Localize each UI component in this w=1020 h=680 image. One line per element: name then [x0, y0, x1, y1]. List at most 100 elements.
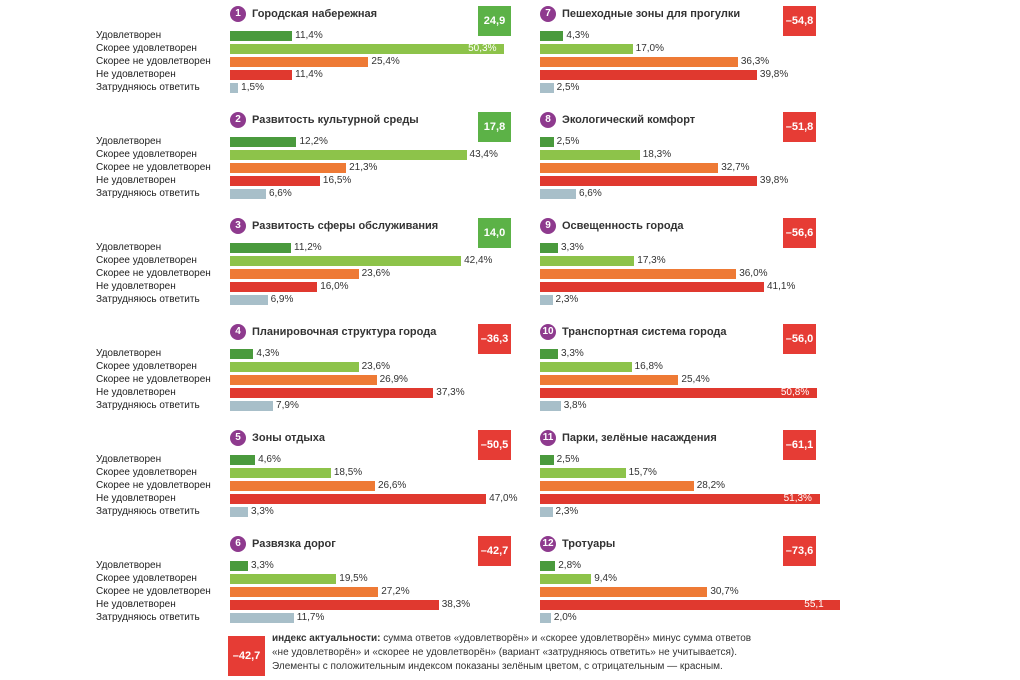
bar-row-satisfied: 2,8%: [406, 560, 886, 572]
row-label: Удовлетворен: [96, 242, 162, 253]
bar-row-rather-not-satisfied: 32,7%: [406, 162, 886, 174]
bar-row-satisfied: 2,5%: [406, 454, 886, 466]
bar-satisfied: [230, 137, 297, 147]
bar-not-satisfied: [230, 282, 318, 292]
bar-row-satisfied: Удовлетворен 11,4%: [96, 30, 576, 42]
row-label: Удовлетворен: [96, 348, 162, 359]
bar-value-label: 23,6%: [361, 361, 390, 372]
bar-value-label: 2,3%: [555, 506, 579, 517]
chart-title: Развитость сферы обслуживания: [252, 220, 439, 232]
bar-rather-not-satisfied: [230, 587, 379, 597]
bar-row-rather-satisfied: Скорее удовлетворен 43,4%: [96, 149, 576, 161]
bar-value-label: 3,3%: [560, 348, 584, 359]
bar-rather-not-satisfied: [540, 375, 679, 385]
bar-value-label: 50,8%: [780, 387, 810, 398]
actuality-index-badge: 17,8: [478, 112, 511, 142]
bar-value-label: 1,5%: [241, 82, 264, 93]
bar-row-hard-to-say: 3,8%: [406, 400, 886, 412]
bar-rather-satisfied: [230, 150, 467, 160]
bar-hard-to-say: [540, 83, 554, 93]
row-label: Скорее удовлетворен: [96, 573, 197, 584]
chart-number-badge: 10: [540, 324, 556, 340]
legend-line-1: сумма ответов «удовлетворён» и «скорее у…: [380, 633, 752, 644]
chart-title: Развитость культурной среды: [252, 114, 419, 126]
row-label: Удовлетворен: [96, 136, 162, 147]
chart-number-badge: 6: [230, 536, 246, 552]
bar-row-rather-not-satisfied: 36,3%: [406, 56, 886, 68]
bar-row-rather-satisfied: Скорее удовлетворен 19,5%: [96, 573, 576, 585]
bar-not-satisfied: [230, 600, 439, 610]
chart-panel-11: 11 Парки, зелёные насаждения –61,1 2,5% 15,7…: [406, 430, 886, 535]
bar-row-rather-not-satisfied: 30,7%: [406, 586, 886, 598]
row-label: Скорее не удовлетворен: [96, 268, 211, 279]
bar-rather-not-satisfied: [230, 163, 347, 173]
actuality-index-badge: –73,6: [783, 536, 816, 566]
bar-rather-not-satisfied: [230, 481, 375, 491]
bar-value-label: 3,3%: [250, 506, 274, 517]
bar-row-rather-not-satisfied: Скорее не удовлетворен 21,3%: [96, 162, 576, 174]
bar-value-label: 30,7%: [710, 586, 739, 597]
row-label: Не удовлетворен: [96, 175, 176, 186]
chart-number-badge: 9: [540, 218, 556, 234]
bar-satisfied: [540, 561, 556, 571]
bar-rather-not-satisfied: [230, 269, 359, 279]
bar-not-satisfied: [540, 70, 757, 80]
bar-value-label: 2,5%: [556, 82, 580, 93]
bar-satisfied: [540, 137, 554, 147]
bar-row-not-satisfied: 41,1%: [406, 281, 886, 293]
chart-title: Парки, зелёные насаждения: [562, 432, 717, 444]
bar-value-label: 26,6%: [377, 480, 407, 491]
bar-row-hard-to-say: 2,0%: [406, 612, 886, 624]
bar-row-rather-not-satisfied: Скорее не удовлетворен 25,4%: [96, 56, 576, 68]
bar-value-label: 25,4%: [371, 56, 400, 67]
bar-satisfied: [540, 455, 554, 465]
bar-value-label: 3,3%: [250, 560, 274, 571]
bar-value-label: 2,5%: [556, 454, 580, 465]
bar-value-label: 9,4%: [594, 573, 618, 584]
bar-hard-to-say: [230, 83, 239, 93]
bar-hard-to-say: [540, 613, 551, 623]
bar-value-label: 32,7%: [721, 162, 750, 173]
bar-rather-not-satisfied: [540, 57, 738, 67]
bar-value-label: 27,2%: [381, 586, 410, 597]
row-label: Затрудняюсь ответить: [96, 506, 200, 517]
bar-value-label: 41,1%: [766, 281, 796, 292]
bar-value-label: 19,5%: [339, 573, 368, 584]
bar-value-label: 23,6%: [361, 268, 390, 279]
bar-hard-to-say: [540, 189, 576, 199]
row-label: Скорее не удовлетворен: [96, 586, 211, 597]
chart-title: Транспортная система города: [562, 326, 727, 338]
bar-row-rather-not-satisfied: Скорее не удовлетворен 26,9%: [96, 374, 576, 386]
chart-panel-1: 1 Городская набережная 24,9 Удовлетворен 11,…: [96, 6, 576, 111]
bar-rather-satisfied: [230, 468, 331, 478]
bar-value-label: 12,2%: [299, 136, 328, 147]
bar-value-label: 15,7%: [628, 467, 657, 478]
bar-satisfied: [230, 349, 254, 359]
bar-value-label: 2,8%: [558, 560, 582, 571]
row-label: Скорее удовлетворен: [96, 149, 197, 160]
bar-row-rather-satisfied: Скорее удовлетворен 50,3%: [96, 43, 576, 55]
bar-row-rather-not-satisfied: 28,2%: [406, 480, 886, 492]
chart-panel-6: 6 Развязка дорог –42,7 Удовлетворен 3,3% Скор…: [96, 536, 576, 641]
bar-value-label: 11,4%: [295, 69, 323, 80]
chart-title: Экологический комфорт: [562, 114, 696, 126]
bar-hard-to-say: [230, 401, 274, 411]
chart-title: Зоны отдыха: [252, 432, 326, 444]
actuality-index-badge: –42,7: [478, 536, 511, 566]
bar-row-hard-to-say: 2,3%: [406, 294, 886, 306]
bar-value-label: 28,2%: [696, 480, 726, 491]
bar-value-label: 36,0%: [739, 268, 768, 279]
row-label: Скорее не удовлетворен: [96, 162, 211, 173]
bar-value-label: 42,4%: [464, 255, 493, 266]
actuality-index-badge: –61,1: [783, 430, 816, 460]
chart-panel-10: 10 Транспортная система города –56,0 3,3% 16…: [406, 324, 886, 429]
bar-hard-to-say: [230, 295, 268, 305]
bar-rather-satisfied: [540, 468, 626, 478]
bar-value-label: 25,4%: [681, 374, 710, 385]
chart-panel-2: 2 Развитость культурной среды 17,8 Удовлетв…: [96, 112, 576, 217]
bar-value-label: 7,9%: [276, 400, 299, 411]
bar-value-label: 55,1: [804, 599, 824, 610]
bar-row-rather-satisfied: Скорее удовлетворен 23,6%: [96, 361, 576, 373]
bar-row-rather-satisfied: 17,3%: [406, 255, 886, 267]
bar-rather-satisfied: [540, 574, 592, 584]
